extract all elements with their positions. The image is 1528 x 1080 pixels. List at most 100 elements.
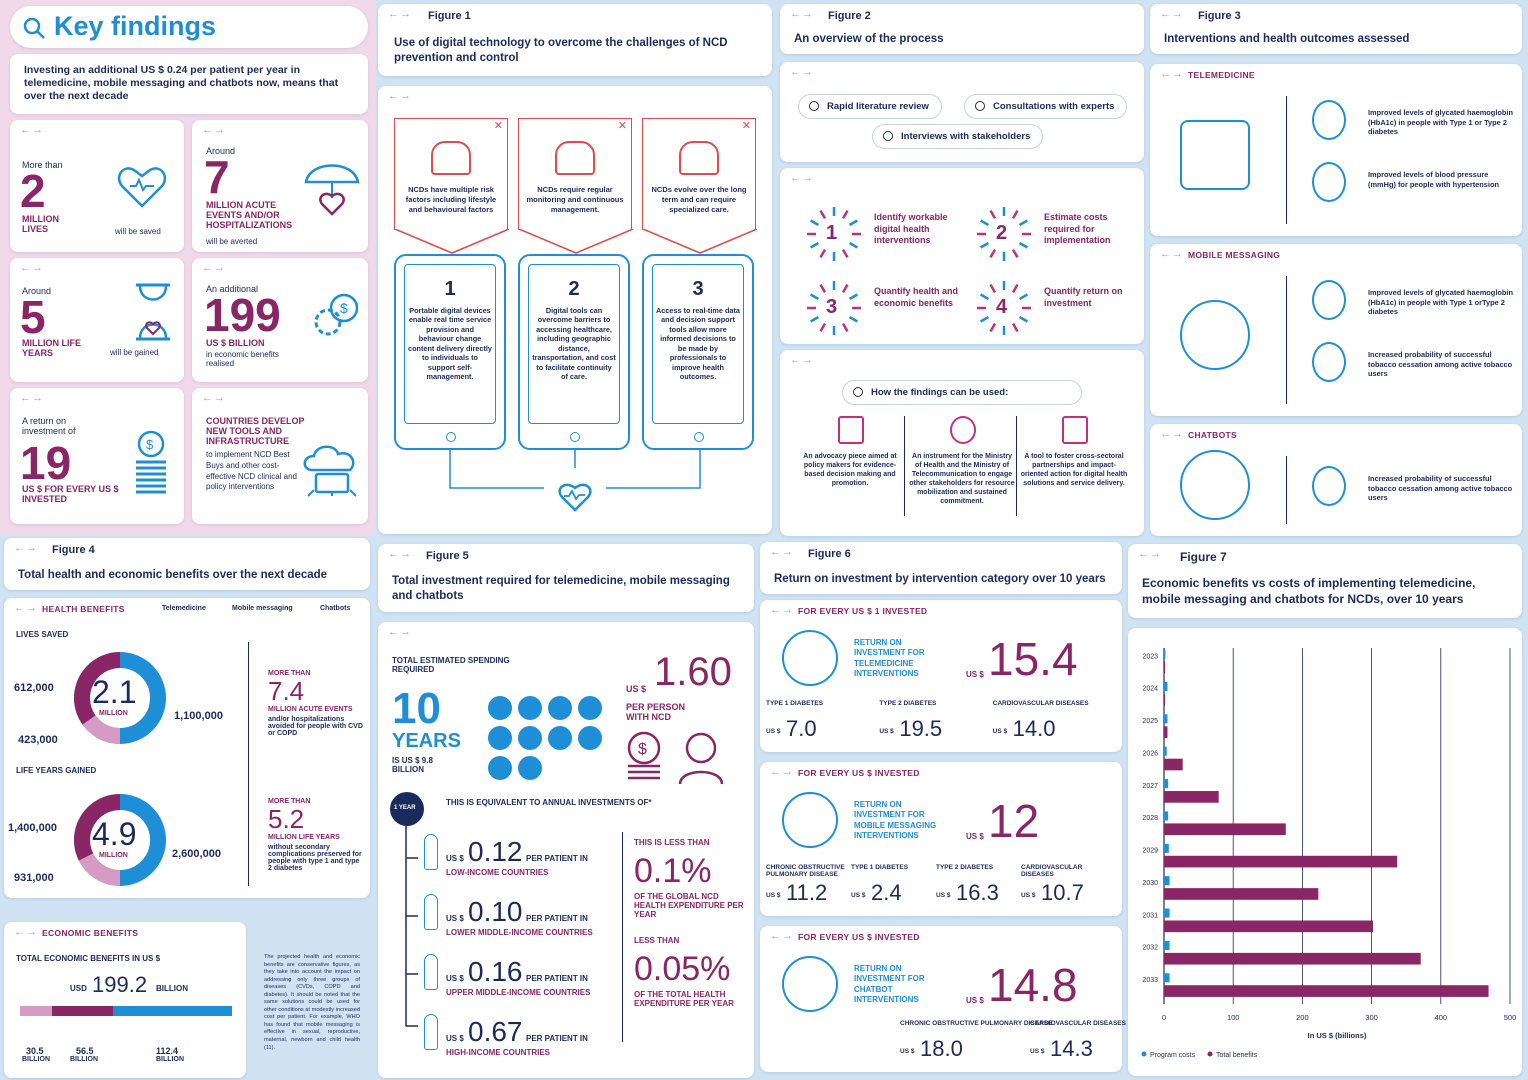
hourglass-icon: [130, 282, 176, 342]
figure5-body-card: ←→ TOTAL ESTIMATED SPENDING REQUIRED 10 …: [378, 622, 754, 1078]
year-dot: [578, 696, 602, 720]
solution-phone: 2 Digital tools can overcome barriers to …: [518, 254, 630, 450]
step-burst-icon: [807, 281, 861, 335]
figure2-uses-card: ←→ How the findings can be used: An advo…: [780, 350, 1144, 536]
solution-number: 1: [444, 278, 456, 300]
program-cost-bar: [1164, 649, 1166, 659]
roi-sub-value: 16.3: [956, 880, 999, 905]
program-cost-bar: [1164, 908, 1170, 918]
outcome-text: Improved levels of glycated haemoglobin …: [1368, 288, 1513, 317]
solution-number: 2: [568, 278, 580, 300]
close-icon: ✕: [741, 120, 751, 132]
figure6-title: Return on investment by intervention cat…: [774, 573, 1106, 585]
figure2-header-card: ←→ Figure 2 An overview of the process: [780, 4, 1144, 54]
step-burst-icon: [807, 207, 861, 261]
lifeyears-donut: [74, 794, 166, 886]
category-label: 2030: [1142, 880, 1158, 887]
income-group: HIGH-INCOME COUNTRIES: [446, 1048, 550, 1057]
total-benefit-bar: [1164, 920, 1373, 933]
income-group: LOW-INCOME COUNTRIES: [446, 868, 549, 877]
figure6-header-card: ←→ Figure 6 Return on investment by inte…: [760, 542, 1122, 594]
roi-sub-value: 7.0: [786, 716, 817, 741]
finding-events-card: ←→ Around 7 MILLION ACUTE EVENTS AND/OR …: [192, 120, 368, 252]
legend-label: Total benefits: [1216, 1052, 1258, 1059]
tick-label: 300: [1365, 1013, 1378, 1022]
finding-infrastructure-card: ←→ COUNTRIES DEVELOP NEW TOOLS AND INFRA…: [192, 388, 368, 524]
solution-text: Access to real-time data and decision su…: [656, 306, 740, 382]
figure4-economic-card: ←→ ECONOMIC BENEFITS TOTAL ECONOMIC BENE…: [4, 922, 246, 1078]
step-text: Quantify return on investment: [1044, 286, 1123, 308]
outcome-icon: [1312, 342, 1346, 382]
use-text: An advocacy piece aimed at policy makers…: [803, 453, 897, 488]
econ-bar: [20, 1006, 232, 1016]
figure4-note: The projected health and economic benefi…: [264, 954, 360, 1051]
search-icon: [22, 16, 46, 40]
use-icon: [838, 416, 864, 444]
person-icon: [424, 834, 438, 870]
total-benefit-bar: [1164, 823, 1286, 836]
cost-value: 0.67: [468, 1016, 523, 1047]
tick-label: 200: [1296, 1013, 1309, 1022]
finding-roi-card: ←→ A return on investment of 19 US $ FOR…: [10, 388, 184, 524]
category-label: 2031: [1142, 912, 1158, 919]
challenge-text: NCDs require regular monitoring and cont…: [526, 185, 624, 214]
figure5-header-card: ←→ Figure 5 Total investment required fo…: [378, 544, 754, 612]
figure1-body-card: ←→ ✕ NCDs have multiple risk factors incl…: [378, 86, 772, 534]
solution-text: Digital tools can overcome barriers to a…: [532, 306, 616, 382]
year-dot: [488, 726, 512, 750]
program-cost-bar: [1164, 714, 1168, 724]
program-cost-bar: [1164, 681, 1168, 692]
total-benefit-bar: [1164, 661, 1165, 674]
blood-drop-icon: [1312, 280, 1346, 320]
category-label: 2032: [1142, 945, 1158, 952]
figure5-title: Total investment required for telemedici…: [392, 575, 730, 602]
solution-phone: 3 Access to real-time data and decision s…: [642, 254, 754, 450]
figure4-health-card: ←→ HEALTH BENEFITS Telemedicine Mobile m…: [4, 598, 370, 898]
step-burst-icon: [977, 281, 1031, 335]
umbrella-heart-icon: [302, 154, 362, 218]
challenge-pointer: [394, 229, 510, 254]
year-dot: [518, 756, 542, 780]
pill-interviews: Interviews with stakeholders: [872, 124, 1044, 149]
blood-drop-icon: [1312, 100, 1346, 140]
roi-value: 15.4: [988, 633, 1078, 685]
income-group: LOWER MIDDLE-INCOME COUNTRIES: [446, 928, 593, 937]
total-benefit-bar: [1164, 758, 1183, 771]
challenge-box: ✕ NCDs require regular monitoring and con…: [518, 118, 632, 230]
roi-card-s3: ←→ FOR EVERY US $ INVESTED RETURN ON INVES…: [760, 926, 1126, 1072]
step-text: Identify workable digital health interve…: [874, 212, 948, 246]
finding-lifeyears-card: ←→ Around 5 MILLION LIFE YEARS will be g…: [10, 258, 184, 382]
figure1-header-card: ←→ Figure 1 Use of digital technology to…: [378, 4, 772, 76]
use-text: An instrument for the Ministry of Health…: [909, 453, 1015, 506]
total-benefit-bar: [1164, 985, 1489, 997]
legend-swatch: [1141, 1051, 1147, 1057]
step-number: 2: [996, 222, 1008, 244]
pill-consultations: Consultations with experts: [964, 94, 1128, 119]
year-dot: [518, 696, 542, 720]
category-label: 2025: [1142, 718, 1158, 725]
one-year-badge: [390, 792, 424, 826]
risk-icon: [555, 141, 595, 175]
roi-card-s1: ←→ FOR EVERY US $ 1 INVESTED RETURN ON INV…: [760, 600, 1122, 752]
solution-number: 3: [692, 278, 704, 300]
svg-text:$: $: [146, 437, 154, 452]
robot-icon: [782, 956, 838, 1012]
step-burst-icon: [977, 207, 1031, 261]
doctor-icon: [782, 630, 838, 686]
year-dot: [488, 696, 512, 720]
risk-icon: [431, 141, 471, 175]
heart-hands-icon: [112, 158, 172, 218]
key-findings-intro-card: Investing an additional US $ 0.24 per pa…: [10, 54, 368, 114]
person-icon: [676, 730, 726, 785]
figure2-title: An overview of the process: [794, 33, 944, 45]
fig5-tree-line: [405, 826, 418, 1027]
fig5-divider: [622, 832, 623, 1042]
figure7-title: Economic benefits vs costs of implementi…: [1142, 576, 1476, 606]
solution-text: Portable digital devices enable real tim…: [408, 306, 492, 382]
outcome-text: Increased probability of successful toba…: [1368, 350, 1513, 379]
heart-hands-icon: [550, 472, 600, 522]
key-findings-intro: Investing an additional US $ 0.24 per pa…: [24, 64, 339, 103]
roi-card-s2: ←→ FOR EVERY US $ INVESTED RETURN ON INVES…: [760, 762, 1122, 916]
step-number: 3: [826, 296, 838, 318]
legend-telemedicine: Telemedicine: [162, 605, 206, 612]
